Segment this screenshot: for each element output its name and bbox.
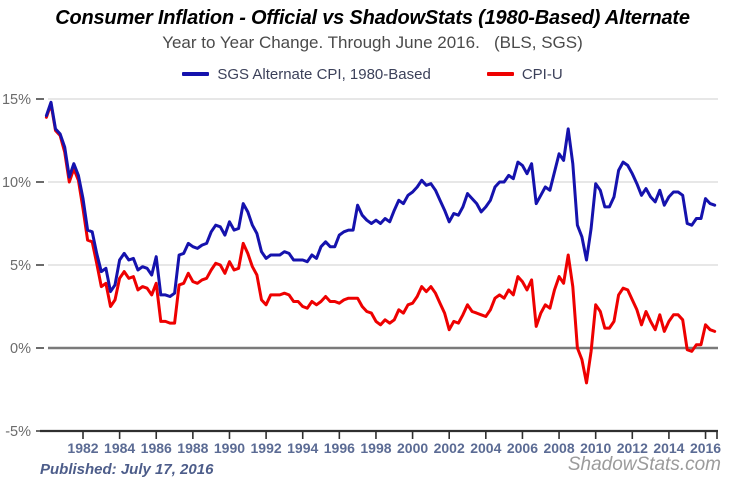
x-tick-label: 2014 <box>653 440 684 456</box>
x-tick-label: 1994 <box>287 440 318 456</box>
shadowstats-watermark: ShadowStats.com <box>567 454 721 475</box>
x-tick-label: 2016 <box>690 440 721 456</box>
legend-item-sgs: SGS Alternate CPI, 1980-Based <box>182 65 431 83</box>
chart-subtitle: Year to Year Change. Through June 2016. … <box>162 33 583 52</box>
x-tick-label: 1982 <box>67 440 98 456</box>
x-tick-label: 1990 <box>214 440 245 456</box>
x-tick-label: 1984 <box>104 440 135 456</box>
x-tick-label: 1986 <box>141 440 172 456</box>
x-tick-label: 2002 <box>434 440 465 456</box>
x-tick-label: 2004 <box>470 440 501 456</box>
page-title: Consumer Inflation - Official vs ShadowS… <box>55 7 690 29</box>
legend-label-sgs: SGS Alternate CPI, 1980-Based <box>217 65 431 83</box>
x-tick-label: 2008 <box>543 440 574 456</box>
cpi-line-swatch-icon <box>486 72 514 76</box>
x-tick-label: 1996 <box>324 440 355 456</box>
x-tick-label: 1992 <box>251 440 282 456</box>
x-tick-label: 1988 <box>177 440 208 456</box>
chart-legend: SGS Alternate CPI, 1980-Based CPI-U <box>0 64 745 84</box>
legend-label-cpi: CPI-U <box>521 65 563 83</box>
y-tick-label: -5% <box>5 424 31 440</box>
y-tick-label: 15% <box>2 92 31 108</box>
y-tick-label: 0% <box>10 341 31 357</box>
series-line-sgs-alternate <box>44 100 717 298</box>
x-tick-label: 2010 <box>580 440 611 456</box>
series-line-cpi-u <box>44 102 717 385</box>
x-tick-label: 1998 <box>360 440 391 456</box>
y-tick-label: 5% <box>10 258 31 274</box>
x-tick-label: 2012 <box>617 440 648 456</box>
x-tick-label: 2006 <box>507 440 538 456</box>
y-tick-label: 10% <box>2 175 31 191</box>
published-date-note: Published: July 17, 2016 <box>40 461 214 478</box>
x-tick-label: 2000 <box>397 440 428 456</box>
legend-item-cpi: CPI-U <box>486 65 563 83</box>
sgs-line-swatch-icon <box>182 72 210 76</box>
